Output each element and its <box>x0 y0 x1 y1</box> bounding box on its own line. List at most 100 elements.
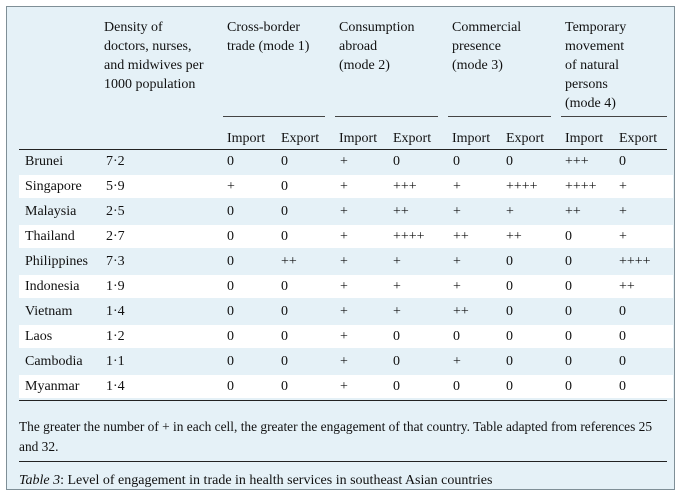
cell-density: 2·5 <box>106 204 125 219</box>
cell-m3i: ++ <box>453 229 469 244</box>
table-row: Singapore 5·9 +0 + +++ + ++++ ++++ + <box>19 175 673 198</box>
cell-m4e: + <box>619 204 627 219</box>
table-row: Brunei 7·2 0 0 +0 0 0 +++ 0 <box>19 150 673 173</box>
cell-country: Indonesia <box>25 279 80 294</box>
cell-m1e: 0 <box>281 204 288 219</box>
cell-m3e: 0 <box>506 329 513 344</box>
cell-m1e: 0 <box>281 179 288 194</box>
cell-m4i: +++ <box>565 154 589 169</box>
table-panel: Density of doctors, nurses, and midwives… <box>6 6 675 490</box>
cell-m1e: 0 <box>281 279 288 294</box>
table-row: Philippines 7·3 0 ++ + + +0 0 ++++ <box>19 250 673 273</box>
cell-m1i: 0 <box>227 254 234 269</box>
cell-m2e: 0 <box>393 354 400 369</box>
cell-m3e: 0 <box>506 254 513 269</box>
cell-m2i: + <box>340 204 348 219</box>
cell-m2e: + <box>393 304 401 319</box>
mode1-import-label: Import <box>227 131 266 146</box>
cell-m3i: + <box>453 204 461 219</box>
mode4-export-label: Export <box>619 131 658 146</box>
header-rule <box>19 149 667 150</box>
cell-m1i: 0 <box>227 204 234 219</box>
cell-m1e: ++ <box>281 254 297 269</box>
cell-m4e: + <box>619 179 627 194</box>
cell-m2i: + <box>340 304 348 319</box>
cell-m4i: 0 <box>565 254 572 269</box>
cell-density: 5·9 <box>106 179 125 194</box>
table-row: Cambodia 1·1 0 0 +0 +0 0 0 <box>19 350 673 373</box>
cell-m4e: ++++ <box>619 254 651 269</box>
cell-m2i: + <box>340 329 348 344</box>
cell-m2e: + <box>393 254 401 269</box>
cell-m4i: 0 <box>565 279 572 294</box>
cell-m1i: 0 <box>227 229 234 244</box>
cell-country: Cambodia <box>25 354 83 369</box>
cell-m4e: 0 <box>619 354 626 369</box>
cell-m4e: + <box>619 229 627 244</box>
cell-m2e: 0 <box>393 154 400 169</box>
cell-density: 2·7 <box>106 229 125 244</box>
mode2-import-label: Import <box>339 131 378 146</box>
table-row: Myanmar 1·4 0 0 +0 0 0 0 0 <box>19 375 673 398</box>
cell-m3e: 0 <box>506 279 513 294</box>
cell-m1e: 0 <box>281 229 288 244</box>
mode1-export-label: Export <box>281 131 320 146</box>
cell-m1i: + <box>227 179 235 194</box>
cell-density: 7·2 <box>106 154 125 169</box>
cell-country: Malaysia <box>25 204 77 219</box>
cell-m2i: + <box>340 354 348 369</box>
cell-country: Singapore <box>25 179 82 194</box>
cell-m2e: 0 <box>393 379 400 394</box>
cell-m4e: 0 <box>619 304 626 319</box>
header-mode1: Cross-border trade (mode 1) <box>227 20 310 54</box>
cell-density: 1·2 <box>106 329 125 344</box>
cell-density: 1·4 <box>106 379 125 394</box>
cell-m1i: 0 <box>227 329 234 344</box>
cell-density: 1·4 <box>106 304 125 319</box>
cell-m1i: 0 <box>227 154 234 169</box>
cell-m2e: ++++ <box>393 229 425 244</box>
mode3-import-label: Import <box>452 131 491 146</box>
cell-m3i: ++ <box>453 304 469 319</box>
cell-m3e: 0 <box>506 379 513 394</box>
cell-m4i: ++ <box>565 204 581 219</box>
mode3-export-label: Export <box>506 131 545 146</box>
mode3-underline <box>448 116 551 117</box>
header-density: Density of doctors, nurses, and midwives… <box>104 20 204 92</box>
table-caption: Table 3: Level of engagement in trade in… <box>19 471 492 491</box>
table-row: Vietnam 1·4 0 0 + + ++ 0 0 0 <box>19 300 673 323</box>
cell-m2e: ++ <box>393 204 409 219</box>
cell-m2i: + <box>340 179 348 194</box>
cell-m2i: + <box>340 154 348 169</box>
cell-m1e: 0 <box>281 329 288 344</box>
cell-m3i: + <box>453 279 461 294</box>
caption-label: Table 3 <box>19 473 61 488</box>
mode4-underline <box>561 116 667 117</box>
table-row: Malaysia 2·5 0 0 + ++ + + ++ + <box>19 200 673 223</box>
cell-m3e: ++ <box>506 229 522 244</box>
cell-m4e: ++ <box>619 279 635 294</box>
cell-m4e: 0 <box>619 379 626 394</box>
footnote: The greater the number of + in each cell… <box>19 419 653 454</box>
cell-m3i: 0 <box>453 154 460 169</box>
mode4-import-label: Import <box>565 131 604 146</box>
cell-m4i: 0 <box>565 304 572 319</box>
cell-density: 1·1 <box>106 354 125 369</box>
cell-m3e: + <box>506 204 514 219</box>
cell-m3e: 0 <box>506 354 513 369</box>
cell-m4e: 0 <box>619 329 626 344</box>
cell-m3e: ++++ <box>506 179 538 194</box>
cell-density: 7·3 <box>106 254 125 269</box>
cell-country: Thailand <box>25 229 75 244</box>
cell-m4i: 0 <box>565 354 572 369</box>
header-mode3: Commercial presence (mode 3) <box>452 20 522 73</box>
cell-m1e: 0 <box>281 354 288 369</box>
cell-m2i: + <box>340 379 348 394</box>
caption-rule <box>19 461 667 462</box>
cell-m3e: 0 <box>506 304 513 319</box>
header-mode2: Consumption abroad (mode 2) <box>339 20 415 73</box>
cell-m1e: 0 <box>281 304 288 319</box>
cell-country: Brunei <box>25 154 64 169</box>
mode1-underline <box>223 116 325 117</box>
cell-country: Philippines <box>25 254 89 269</box>
